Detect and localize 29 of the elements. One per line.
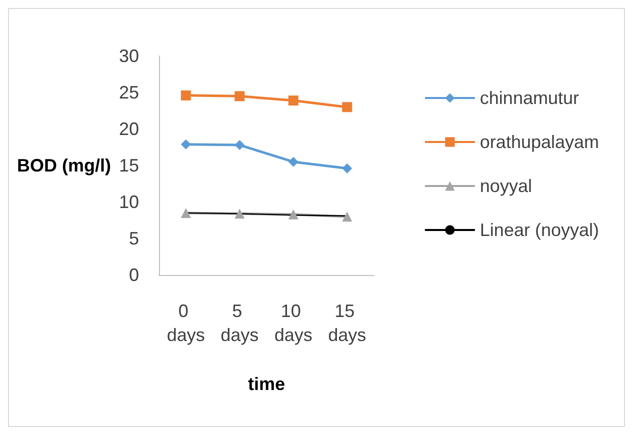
x-tick-label: 5 days (220, 301, 259, 345)
point (288, 156, 298, 167)
point (180, 139, 191, 150)
point (180, 90, 191, 100)
y-tick-label: 15 (118, 156, 139, 176)
legend-label: orathupalayam (480, 132, 600, 152)
y-tick-label: 30 (118, 46, 139, 66)
point (234, 91, 245, 102)
point (342, 212, 352, 222)
y-tick-label: 5 (128, 228, 139, 248)
legend-label: Linear (noyyal) (480, 220, 599, 240)
legend-label: noyyal (480, 176, 532, 196)
legend-label: chinnamutur (480, 88, 579, 108)
x-tick-label: 0 days (166, 301, 205, 345)
x-tick-label: 10 days (274, 301, 312, 345)
point (288, 96, 298, 106)
point (180, 208, 191, 218)
point (342, 163, 352, 174)
x-tick-label: 15 days (328, 301, 366, 345)
y-tick-label: 25 (118, 82, 139, 102)
y-tick-label: 0 (128, 265, 139, 285)
point (234, 140, 245, 150)
y-tick-label: 10 (118, 192, 139, 212)
y-axis-title: BOD (mg/l) (17, 156, 111, 176)
point (234, 208, 245, 219)
x-axis-title: time (248, 374, 286, 394)
point (288, 209, 298, 220)
point (342, 102, 352, 112)
y-tick-label: 20 (118, 119, 139, 139)
